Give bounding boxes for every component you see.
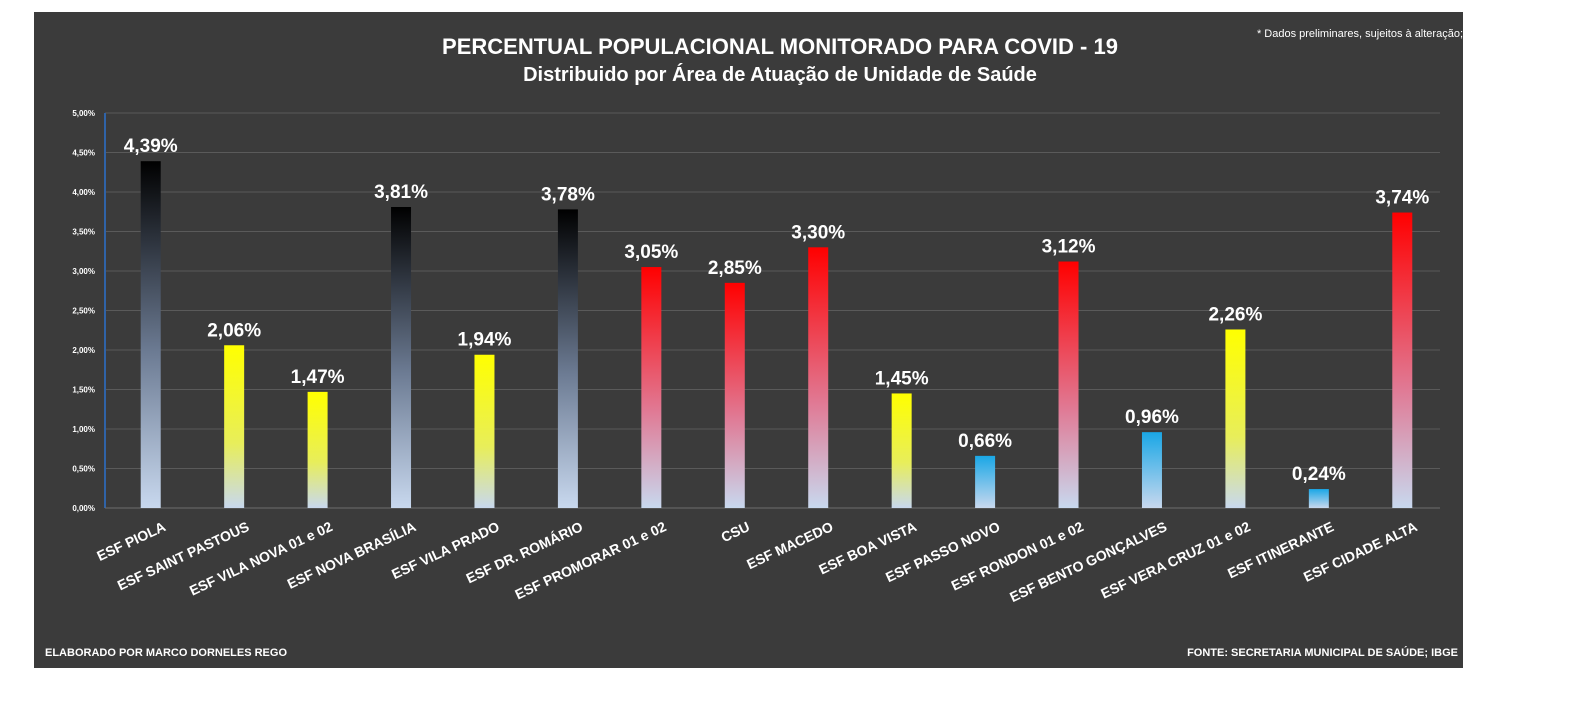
bar (641, 267, 662, 508)
data-label: 4,39% (124, 136, 178, 157)
bar (1225, 329, 1246, 508)
data-labels: 4,39% 2,06% 1,47% 3,81% 1,94% 3,78% 3,05% 2,85%… (124, 136, 1430, 485)
data-label: 2,85% (708, 258, 762, 279)
chart-title: PERCENTUAL POPULACIONAL MONITORADO PARA … (442, 34, 1118, 59)
y-tick-label: 2,50% (72, 307, 95, 316)
data-label: 1,45% (875, 368, 929, 389)
y-tick-label: 3,50% (72, 228, 95, 237)
bars (140, 161, 1413, 509)
x-tick-label: CSU (718, 518, 752, 545)
bar (1308, 489, 1329, 508)
y-tick-label: 3,00% (72, 267, 95, 276)
chart-panel (34, 12, 1463, 668)
data-label: 3,74% (1375, 188, 1429, 209)
bar (140, 161, 161, 508)
bar (557, 209, 578, 508)
data-source: FONTE: SECRETARIA MUNICIPAL DE SAÚDE; IB… (1187, 647, 1458, 659)
y-tick-label: 2,00% (72, 346, 95, 355)
y-tick-label: 4,50% (72, 149, 95, 158)
bar (391, 207, 412, 508)
bar (808, 247, 829, 509)
bar (724, 282, 745, 508)
data-label: 3,05% (624, 242, 678, 263)
bar (1058, 261, 1079, 508)
bar (224, 345, 245, 508)
x-tick-label: ESF VILA NOVA 01 e 02 (187, 518, 335, 598)
bar (1392, 212, 1413, 509)
chart-subtitle: Distribuido por Área de Atuação de Unida… (523, 64, 1037, 86)
data-label: 1,94% (458, 330, 512, 351)
data-label: 0,96% (1125, 407, 1179, 428)
x-tick-label: ESF BENTO GONÇALVES (1007, 518, 1169, 605)
data-label: 3,12% (1042, 237, 1096, 258)
bar (307, 391, 328, 508)
x-tick-label: ESF VERA CRUZ 01 e 02 (1098, 518, 1253, 601)
y-tick-label: 0,50% (72, 465, 95, 474)
preliminary-note: * Dados preliminares, sujeitos à alteraç… (1256, 28, 1463, 40)
y-axis-ticks: 0,00% 0,50% 1,00% 1,50% 2,00% 2,50% 3,00% 3,50%… (72, 109, 95, 513)
data-label: 3,78% (541, 184, 595, 205)
y-tick-label: 4,00% (72, 188, 95, 197)
y-tick-label: 5,00% (72, 109, 95, 118)
y-tick-label: 1,50% (72, 386, 95, 395)
data-label: 3,81% (374, 182, 428, 203)
bar (891, 393, 912, 508)
data-label: 0,66% (958, 431, 1012, 452)
bar (975, 455, 996, 508)
bar (474, 354, 495, 508)
data-label: 0,24% (1292, 464, 1346, 485)
data-label: 2,26% (1208, 304, 1262, 325)
author-credit: ELABORADO POR MARCO DORNELES REGO (45, 647, 288, 659)
y-tick-label: 0,00% (72, 504, 95, 513)
x-tick-label: ESF PIOLA (94, 518, 168, 564)
x-tick-label: ESF PROMORAR 01 e 02 (512, 518, 668, 602)
data-label: 1,47% (291, 367, 345, 388)
data-label: 3,30% (791, 222, 845, 243)
bar (1141, 432, 1162, 508)
y-tick-label: 1,00% (72, 425, 95, 434)
x-tick-label: ESF RONDON 01 e 02 (949, 518, 1086, 593)
data-label: 2,06% (207, 320, 261, 341)
